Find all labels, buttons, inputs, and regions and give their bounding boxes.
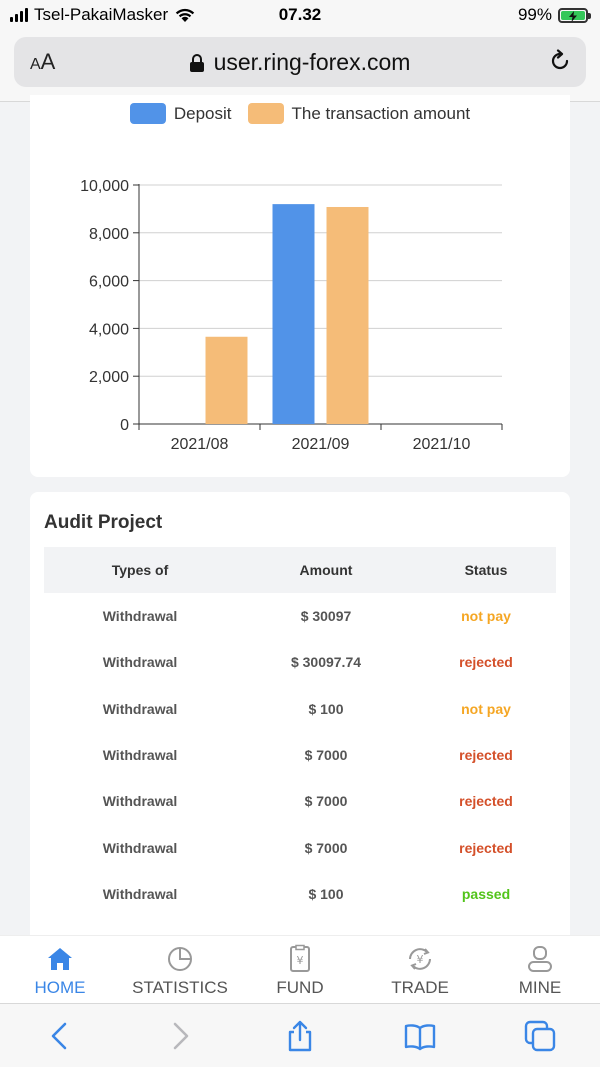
cell-type: Withdrawal bbox=[102, 747, 178, 764]
legend-item-transaction[interactable]: The transaction amount bbox=[247, 103, 471, 124]
cell-status: rejected bbox=[459, 747, 513, 764]
cell-type: Withdrawal bbox=[102, 839, 178, 856]
trade-exchange-icon: ¥ bbox=[409, 948, 431, 970]
cell-status: not pay bbox=[461, 700, 511, 717]
cell-type: Withdrawal bbox=[102, 793, 178, 810]
tab-label: TRADE bbox=[391, 978, 449, 997]
y-tick-label: 8,000 bbox=[89, 226, 129, 243]
reload-icon[interactable] bbox=[548, 49, 572, 73]
status-left: Tsel-PakaiMasker bbox=[10, 5, 196, 25]
cell-status: rejected bbox=[459, 793, 513, 810]
cell-status: rejected bbox=[459, 839, 513, 856]
carrier-name: Tsel-PakaiMasker bbox=[34, 5, 169, 24]
svg-text:¥: ¥ bbox=[417, 953, 424, 966]
battery-percent: 99% bbox=[517, 5, 552, 24]
cell-status: passed bbox=[461, 885, 511, 902]
cell-type: Withdrawal bbox=[102, 608, 178, 625]
address-bar[interactable]: AA user.ring-forex.com bbox=[14, 37, 586, 87]
chart-legend: Deposit The transaction amount bbox=[30, 103, 570, 124]
header-status: Status bbox=[464, 562, 508, 578]
legend-swatch-deposit bbox=[129, 103, 166, 124]
tab-label: HOME bbox=[34, 978, 86, 997]
bar-deposit-2021-09 bbox=[272, 204, 315, 424]
table-header: Types of Amount Status bbox=[44, 547, 556, 593]
cell-status: not pay bbox=[461, 608, 511, 625]
forward-icon[interactable] bbox=[163, 1019, 197, 1053]
bar-the-transaction-amount-2021-09 bbox=[326, 206, 369, 424]
tab-statistics[interactable]: STATISTICS bbox=[120, 936, 240, 1003]
bar-the-transaction-amount-2021-08 bbox=[205, 336, 248, 424]
legend-label-deposit: Deposit bbox=[173, 103, 232, 123]
cell-type: Withdrawal bbox=[102, 700, 178, 717]
wifi-icon bbox=[175, 8, 195, 22]
home-icon bbox=[48, 948, 72, 970]
x-tick-label: 2021/10 bbox=[413, 436, 471, 453]
table-row[interactable]: Withdrawal $ 30097 not pay bbox=[44, 593, 556, 639]
y-tick-label: 2,000 bbox=[89, 369, 129, 386]
bar-chart: 0 2,000 4,000 6,000 8,000 10,000 2021/08 2021/0… bbox=[80, 178, 503, 453]
status-bar: Tsel-PakaiMasker 07.32 99% bbox=[0, 0, 600, 30]
url-text: user.ring-forex.com bbox=[213, 49, 411, 75]
audit-title: Audit Project bbox=[44, 512, 163, 533]
bolt-icon bbox=[569, 10, 577, 22]
legend-swatch-transaction bbox=[247, 103, 284, 124]
browser-bottom-toolbar bbox=[0, 1003, 600, 1067]
back-icon[interactable] bbox=[43, 1019, 77, 1053]
chart-card: Deposit The transaction amount 0 2,000 4,0… bbox=[30, 95, 570, 477]
tab-trade[interactable]: ¥ TRADE bbox=[360, 936, 480, 1003]
audit-table: Types of Amount Status Withdrawal $ 3009… bbox=[44, 547, 556, 917]
cell-type: Withdrawal bbox=[102, 654, 178, 671]
cell-type: Withdrawal bbox=[102, 885, 178, 902]
audit-card: Audit Project Types of Amount Status Wit… bbox=[30, 492, 570, 952]
legend-label-transaction: The transaction amount bbox=[291, 103, 471, 123]
x-tick-label: 2021/08 bbox=[171, 436, 229, 453]
tab-label: FUND bbox=[276, 978, 324, 997]
x-tick-label: 2021/09 bbox=[292, 436, 350, 453]
header-amount: Amount bbox=[299, 562, 353, 578]
url-display[interactable]: user.ring-forex.com bbox=[14, 49, 586, 76]
tab-mine[interactable]: MINE bbox=[480, 936, 600, 1003]
table-row[interactable]: Withdrawal $ 100 passed bbox=[44, 871, 556, 917]
header-type: Types of bbox=[111, 562, 169, 578]
table-row[interactable]: Withdrawal $ 30097.74 rejected bbox=[44, 639, 556, 685]
browser-top-bar: AA user.ring-forex.com bbox=[0, 30, 600, 102]
cell-amount: $ 30097.74 bbox=[290, 654, 362, 671]
y-tick-label: 10,000 bbox=[80, 178, 129, 195]
tab-label: STATISTICS bbox=[132, 978, 228, 997]
y-tick-label: 6,000 bbox=[89, 274, 129, 291]
cell-amount: $ 30097 bbox=[300, 608, 352, 625]
app-tabbar: HOME STATISTICS ¥ FUND ¥ TRADE MINE bbox=[0, 935, 600, 1003]
bookmarks-icon[interactable] bbox=[403, 1019, 437, 1053]
fund-document-icon: ¥ bbox=[290, 944, 310, 972]
clock: 07.32 bbox=[278, 5, 322, 24]
cell-amount: $ 100 bbox=[308, 700, 344, 717]
cell-amount: $ 100 bbox=[308, 885, 344, 902]
table-row[interactable]: Withdrawal $ 7000 rejected bbox=[44, 824, 556, 870]
cell-amount: $ 7000 bbox=[304, 793, 348, 810]
reader-settings-button[interactable]: AA bbox=[30, 49, 56, 74]
tab-fund[interactable]: ¥ FUND bbox=[240, 936, 360, 1003]
tab-home[interactable]: HOME bbox=[0, 936, 120, 1003]
battery-charging-fill bbox=[561, 10, 585, 22]
signal-icon bbox=[10, 8, 28, 22]
svg-text:¥: ¥ bbox=[297, 954, 304, 967]
cell-amount: $ 7000 bbox=[304, 839, 348, 856]
status-right: 99% bbox=[517, 5, 591, 25]
lock-icon bbox=[189, 53, 204, 72]
tab-label: MINE bbox=[518, 978, 562, 997]
pie-chart-icon bbox=[168, 947, 192, 971]
cell-status: rejected bbox=[459, 654, 513, 671]
user-icon bbox=[528, 946, 552, 972]
table-row[interactable]: Withdrawal $ 100 not pay bbox=[44, 686, 556, 732]
table-row[interactable]: Withdrawal $ 7000 rejected bbox=[44, 732, 556, 778]
y-tick-label: 0 bbox=[120, 417, 129, 434]
share-icon[interactable] bbox=[283, 1019, 317, 1053]
battery-icon bbox=[558, 7, 591, 23]
cell-amount: $ 7000 bbox=[304, 747, 348, 764]
tabs-icon[interactable] bbox=[523, 1019, 557, 1053]
table-row[interactable]: Withdrawal $ 7000 rejected bbox=[44, 778, 556, 824]
legend-item-deposit[interactable]: Deposit bbox=[129, 103, 232, 124]
y-tick-label: 4,000 bbox=[89, 321, 129, 338]
